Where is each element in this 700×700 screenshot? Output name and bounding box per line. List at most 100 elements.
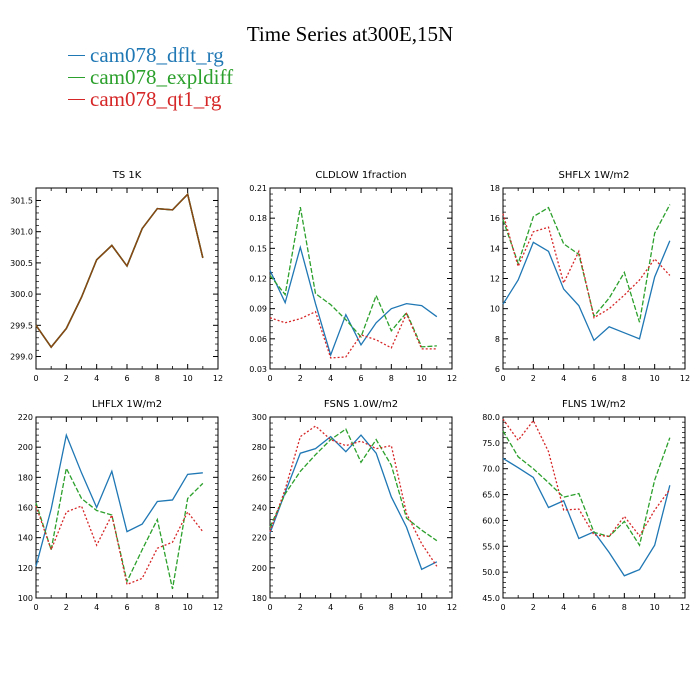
x-tick-label: 2 bbox=[531, 374, 536, 383]
x-tick-label: 6 bbox=[591, 374, 596, 383]
y-tick-label: 301.0 bbox=[10, 228, 33, 237]
y-tick-label: 16 bbox=[490, 214, 500, 223]
panel-1: TS 1K 0 2 4 6 8 10 12 299.0 299.5 300.0 300.5 301.0 3… bbox=[10, 170, 223, 383]
x-tick-label: 8 bbox=[622, 603, 627, 612]
y-tick-label: 12 bbox=[490, 275, 500, 284]
y-tick-label: 299.5 bbox=[10, 321, 33, 330]
legend-label-qt1: cam078_qt1_rg bbox=[90, 87, 222, 111]
series-line-expldiff bbox=[502, 204, 671, 323]
plot-frame bbox=[35, 187, 219, 370]
y-tick-label: 10 bbox=[490, 305, 500, 314]
legend-swatch-dflt bbox=[68, 54, 85, 56]
panel-6: FLNS 1W/m2 0 2 4 6 8 10 12 45.0 50.0 55.0 60.0 65.0 7… bbox=[482, 399, 690, 612]
x-tick-label: 12 bbox=[680, 603, 690, 612]
y-tick-label: 0.09 bbox=[249, 305, 267, 314]
series-line-expldiff bbox=[502, 430, 671, 547]
panel-4: LHFLX 1W/m2 0 2 4 6 8 10 12 100 120 140 160 180 200 22… bbox=[18, 399, 223, 612]
y-tick-label: 260 bbox=[252, 473, 267, 482]
panel-3: SHFLX 1W/m2 0 2 4 6 8 10 12 6 8 10 12 14 16 18 bbox=[490, 170, 690, 383]
y-tick-label: 200 bbox=[252, 564, 267, 573]
plot-frame bbox=[269, 416, 453, 599]
series-line-qt1 bbox=[35, 505, 204, 586]
legend-label-expldiff: cam078_expldiff bbox=[90, 65, 234, 89]
panel-title: FLNS 1W/m2 bbox=[562, 399, 626, 410]
x-tick-label: 0 bbox=[267, 374, 272, 383]
x-tick-label: 4 bbox=[94, 374, 99, 383]
series-line-qt1 bbox=[502, 418, 671, 538]
y-tick-label: 120 bbox=[18, 564, 33, 573]
x-tick-label: 6 bbox=[124, 603, 129, 612]
y-tick-label: 300.5 bbox=[10, 259, 33, 268]
y-tick-label: 100 bbox=[18, 594, 33, 603]
panel-title: LHFLX 1W/m2 bbox=[92, 399, 162, 410]
series-line-expldiff bbox=[35, 466, 204, 590]
y-tick-label: 300 bbox=[252, 413, 267, 422]
plot-frame bbox=[269, 187, 453, 370]
legend: cam078_dflt_rg cam078_expldiff cam078_qt… bbox=[68, 44, 233, 110]
series-line-qt1 bbox=[35, 192, 204, 349]
x-tick-label: 12 bbox=[680, 374, 690, 383]
x-tick-label: 6 bbox=[591, 603, 596, 612]
y-tick-label: 14 bbox=[490, 244, 500, 253]
y-tick-label: 200 bbox=[18, 443, 33, 452]
x-tick-label: 0 bbox=[500, 603, 505, 612]
legend-item-dflt: cam078_dflt_rg bbox=[68, 44, 233, 66]
x-tick-label: 4 bbox=[328, 603, 333, 612]
x-tick-label: 10 bbox=[417, 603, 427, 612]
x-tick-label: 0 bbox=[267, 603, 272, 612]
x-tick-label: 6 bbox=[358, 374, 363, 383]
panel-title: TS 1K bbox=[112, 170, 142, 181]
plot-frame bbox=[502, 416, 686, 599]
series-line-dflt bbox=[502, 240, 671, 342]
y-tick-label: 55.0 bbox=[482, 542, 500, 551]
x-tick-label: 2 bbox=[64, 603, 69, 612]
panel-title: FSNS 1.0W/m2 bbox=[324, 399, 398, 410]
series-line-qt1 bbox=[269, 425, 438, 567]
panel-title: CLDLOW 1fraction bbox=[315, 170, 406, 181]
x-tick-label: 12 bbox=[213, 374, 223, 383]
x-tick-label: 2 bbox=[298, 374, 303, 383]
x-tick-label: 4 bbox=[561, 603, 566, 612]
y-tick-label: 60.0 bbox=[482, 516, 500, 525]
y-tick-label: 220 bbox=[252, 534, 267, 543]
x-tick-label: 6 bbox=[358, 603, 363, 612]
y-tick-label: 18 bbox=[490, 184, 500, 193]
legend-item-qt1: cam078_qt1_rg bbox=[68, 88, 233, 110]
x-tick-label: 10 bbox=[183, 603, 193, 612]
x-tick-label: 10 bbox=[650, 603, 660, 612]
panel-2: CLDLOW 1fraction 0 2 4 6 8 10 12 0.03 0.06 0.09 0.1… bbox=[249, 170, 457, 383]
legend-item-expldiff: cam078_expldiff bbox=[68, 66, 233, 88]
series-line-dflt bbox=[502, 457, 671, 577]
x-tick-label: 6 bbox=[124, 374, 129, 383]
x-tick-label: 8 bbox=[622, 374, 627, 383]
y-tick-label: 0.18 bbox=[249, 214, 267, 223]
y-tick-label: 299.0 bbox=[10, 353, 33, 362]
series-line-dflt bbox=[35, 192, 204, 349]
x-tick-label: 0 bbox=[33, 374, 38, 383]
y-tick-label: 6 bbox=[495, 365, 500, 374]
x-tick-label: 2 bbox=[64, 374, 69, 383]
y-tick-label: 65.0 bbox=[482, 491, 500, 500]
y-tick-label: 0.03 bbox=[249, 365, 267, 374]
y-tick-label: 301.5 bbox=[10, 196, 33, 205]
y-tick-label: 0.06 bbox=[249, 335, 267, 344]
panel-5: FSNS 1.0W/m2 0 2 4 6 8 10 12 180 200 220 240 260 280 3… bbox=[252, 399, 457, 612]
x-tick-label: 8 bbox=[389, 374, 394, 383]
series-line-qt1 bbox=[269, 310, 437, 359]
panel-title: SHFLX 1W/m2 bbox=[559, 170, 630, 181]
x-tick-label: 2 bbox=[298, 603, 303, 612]
y-tick-label: 240 bbox=[252, 504, 267, 513]
series-line-expldiff bbox=[269, 206, 437, 348]
x-tick-label: 8 bbox=[155, 603, 160, 612]
y-tick-label: 180 bbox=[18, 473, 33, 482]
y-tick-label: 0.21 bbox=[249, 184, 267, 193]
series-line-dflt bbox=[269, 434, 438, 571]
y-tick-label: 45.0 bbox=[482, 594, 500, 603]
y-tick-label: 80.0 bbox=[482, 413, 500, 422]
x-tick-label: 8 bbox=[389, 603, 394, 612]
y-tick-label: 140 bbox=[18, 534, 33, 543]
x-tick-label: 10 bbox=[417, 374, 427, 383]
y-tick-label: 300.0 bbox=[10, 290, 33, 299]
